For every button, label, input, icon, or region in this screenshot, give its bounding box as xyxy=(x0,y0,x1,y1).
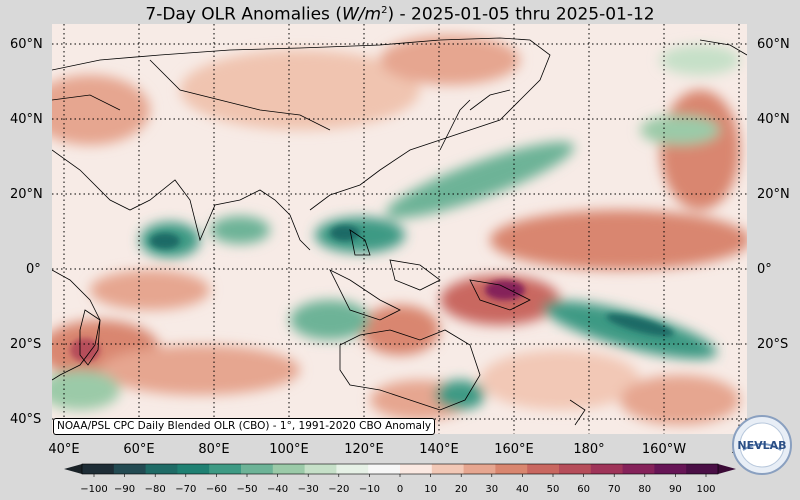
lon-label-180: 180° xyxy=(573,442,605,457)
lon-label-120e: 120°E xyxy=(344,442,384,457)
colorbar-tick-label: 0 xyxy=(396,484,404,495)
lat-label-60n-left: 60°N xyxy=(10,37,43,52)
colorbar-segment xyxy=(622,464,655,474)
lat-label-60n-right: 60°N xyxy=(757,37,790,52)
lat-label-40s-left: 40°S xyxy=(10,412,42,427)
lon-label-160w: 160°W xyxy=(641,442,687,457)
colorbar-tick-label: −20 xyxy=(328,484,350,495)
colorbar-segment xyxy=(590,464,624,474)
colorbar-tick-label: 20 xyxy=(454,484,468,495)
colorbar-segment xyxy=(272,464,306,474)
colorbar-segment xyxy=(686,464,719,474)
lon-label-100e: 100°E xyxy=(269,442,309,457)
lat-label-eq-right: 0° xyxy=(757,262,772,277)
colorbar-segment xyxy=(209,464,242,474)
colorbar-segment xyxy=(463,464,496,474)
lon-label-140e: 140°E xyxy=(419,442,459,457)
colorbar xyxy=(64,463,736,477)
colorbar-tick-label: 70 xyxy=(607,484,621,495)
colorbar-tick-label: 10 xyxy=(424,484,437,495)
colorbar-tick-label: 30 xyxy=(485,484,499,495)
lat-label-40n-right: 40°N xyxy=(757,112,790,127)
colorbar-segment xyxy=(559,464,592,474)
colorbar-max-extend xyxy=(718,464,736,474)
colorbar-tick-label: 90 xyxy=(669,484,682,495)
nevlab-logo: NEVLAB xyxy=(732,415,792,475)
colorbar-tick-label: −40 xyxy=(267,484,289,495)
colorbar-tick-label: 50 xyxy=(546,484,560,495)
colorbar-tick-label: −100 xyxy=(80,484,108,495)
colorbar-segment xyxy=(304,464,337,474)
colorbar-segment xyxy=(431,464,465,474)
lon-label-40e: 40°E xyxy=(48,442,80,457)
colorbar-tick-label: −60 xyxy=(205,484,227,495)
colorbar-tick-label: −80 xyxy=(144,484,166,495)
colorbar-segment xyxy=(527,464,560,474)
colorbar-segment xyxy=(177,464,210,474)
colorbar-tick-label: −90 xyxy=(114,484,136,495)
lat-label-40n-left: 40°N xyxy=(10,112,43,127)
colorbar-tick-label: −10 xyxy=(358,484,380,495)
lat-label-20n-right: 20°N xyxy=(757,187,790,202)
colorbar-segment xyxy=(82,464,115,474)
lon-label-80e: 80°E xyxy=(198,442,230,457)
colorbar-tick-label: −70 xyxy=(175,484,197,495)
lat-label-20s-left: 20°S xyxy=(10,337,42,352)
colorbar-tick-label: −50 xyxy=(236,484,258,495)
colorbar-tick-label: 80 xyxy=(638,484,652,495)
data-source-credit: NOAA/PSL CPC Daily Blended OLR (CBO) - 1… xyxy=(53,418,436,435)
colorbar-tick-label: −30 xyxy=(297,484,319,495)
colorbar-segment xyxy=(368,464,401,474)
lon-label-60e: 60°E xyxy=(123,442,155,457)
map-title: 7-Day OLR Anomalies (W/m2) - 2025-01-05 … xyxy=(145,4,655,25)
colorbar-segment xyxy=(113,464,147,474)
coastlines xyxy=(52,37,747,426)
colorbar-tick-label: 100 xyxy=(696,484,716,495)
colorbar-min-extend xyxy=(64,464,82,474)
colorbar-segment xyxy=(145,464,178,474)
lat-label-eq-left: 0° xyxy=(26,262,41,277)
lat-label-20n-left: 20°N xyxy=(10,187,43,202)
lat-label-20s-right: 20°S xyxy=(757,337,789,352)
svg-text:NEVLAB: NEVLAB xyxy=(737,439,786,452)
colorbar-tick-label: 60 xyxy=(577,484,590,495)
colorbar-segment xyxy=(336,464,369,474)
colorbar-tick-label: 40 xyxy=(516,484,529,495)
colorbar-segment xyxy=(400,464,433,474)
colorbar-segment xyxy=(495,464,528,474)
colorbar-segment xyxy=(241,464,274,474)
lon-label-160e: 160°E xyxy=(494,442,534,457)
colorbar-segment xyxy=(654,464,687,474)
